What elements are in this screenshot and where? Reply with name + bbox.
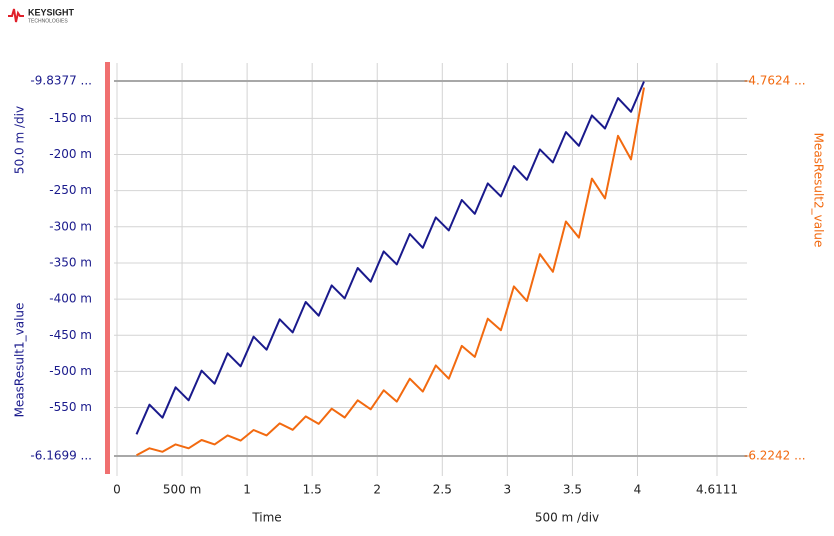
logo-name: KEYSIGHT: [28, 7, 75, 17]
x-tick-label: 2: [373, 483, 381, 497]
y2-tick-label: -4.7624 ...: [744, 74, 806, 88]
y-tick-label: -150 m: [49, 111, 92, 125]
y-tick-label: -6.1699 ...: [30, 449, 92, 463]
x-scale-label: 500 m /div: [535, 511, 599, 525]
y-tick-label: -350 m: [49, 255, 92, 269]
y2-axis-label: MeasResult2_value: [812, 133, 826, 248]
logo-wave: [8, 8, 24, 23]
series-line: [136, 87, 645, 457]
y-tick-label: -200 m: [49, 147, 92, 161]
y-tick-label: -9.8377 ...: [30, 74, 92, 88]
x-tick-label: 4: [634, 483, 642, 497]
y2-tick-label: -6.2242 ...: [744, 449, 806, 463]
y-scale-label: 50.0 m /div: [13, 106, 27, 174]
y-tick-label: -250 m: [49, 183, 92, 197]
x-axis-label: Time: [251, 511, 281, 525]
y-tick-label: -300 m: [49, 219, 92, 233]
x-tick-label: 500 m: [163, 483, 201, 497]
x-tick-label: 1.5: [303, 483, 322, 497]
series-line: [135, 81, 645, 435]
x-tick-label: 3.5: [563, 483, 582, 497]
x-tick-label: 2.5: [433, 483, 452, 497]
x-tick-label: 4.6111: [696, 483, 738, 497]
logo: KEYSIGHT TECHNOLOGIES: [8, 7, 75, 24]
y-tick-label: -450 m: [49, 328, 92, 342]
x-tick-label: 3: [504, 483, 512, 497]
y-tick-label: -400 m: [49, 292, 92, 306]
x-tick-label: 0: [113, 483, 121, 497]
y-tick-label: -500 m: [49, 364, 92, 378]
logo-tagline: TECHNOLOGIES: [28, 18, 68, 24]
marker-bar: [105, 62, 110, 474]
x-tick-label: 1: [243, 483, 251, 497]
y-axis-label: MeasResult1_value: [13, 303, 27, 418]
y-tick-label: -550 m: [49, 400, 92, 414]
